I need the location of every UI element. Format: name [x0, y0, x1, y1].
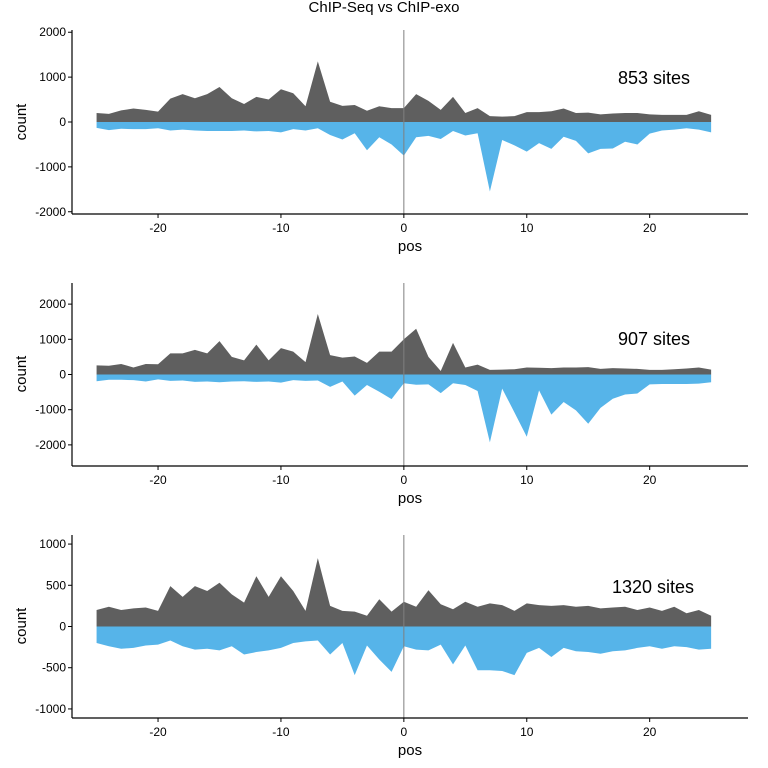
positive-area — [96, 558, 712, 627]
x-tick-label: -10 — [272, 473, 290, 487]
x-tick-label: -20 — [149, 473, 167, 487]
x-tick-label: -10 — [272, 725, 290, 739]
panel-1: -2000 -1000 0 1000 2000 -20 -10 0 10 20 pos count 85… — [13, 25, 748, 255]
y-tick-label: 500 — [46, 578, 66, 592]
y-tick-label: -1000 — [35, 403, 66, 417]
y-tick-label: -2000 — [35, 438, 66, 452]
y-axis-title: count — [13, 607, 30, 645]
y-tick-label: 1000 — [39, 537, 66, 551]
y-tick-label: 1000 — [39, 332, 66, 346]
y-axis-title: count — [13, 355, 30, 393]
y-tick-label: -2000 — [35, 205, 66, 219]
x-axis-title: pos — [398, 238, 422, 255]
x-tick-label: -20 — [149, 725, 167, 739]
y-tick-label: -1000 — [35, 160, 66, 174]
y-tick-label: 0 — [59, 620, 66, 634]
panel-2: -2000 -1000 0 1000 2000 -20 -10 0 10 20 pos count 90… — [13, 283, 748, 507]
y-tick-label: 0 — [59, 115, 66, 129]
negative-area — [96, 374, 712, 443]
y-tick-label: 2000 — [39, 297, 66, 311]
y-tick-label: -1000 — [35, 702, 66, 716]
x-tick-label: 20 — [643, 221, 657, 235]
y-tick-label: 1000 — [39, 70, 66, 84]
x-tick-label: 0 — [401, 221, 408, 235]
sites-annotation: 1320 sites — [612, 577, 694, 597]
negative-area — [96, 122, 712, 192]
sites-annotation: 853 sites — [618, 68, 690, 88]
y-axis-title: count — [13, 103, 30, 141]
x-tick-label: 20 — [643, 725, 657, 739]
figure-title: ChIP-Seq vs ChIP-exo — [309, 0, 460, 16]
x-tick-label: -10 — [272, 221, 290, 235]
positive-area — [96, 61, 712, 122]
x-axis-title: pos — [398, 490, 422, 507]
x-tick-label: -20 — [149, 221, 167, 235]
y-tick-label: 0 — [59, 368, 66, 382]
x-tick-label: 10 — [520, 473, 534, 487]
x-tick-label: 10 — [520, 221, 534, 235]
y-tick-label: 2000 — [39, 25, 66, 39]
x-tick-label: 20 — [643, 473, 657, 487]
sites-annotation: 907 sites — [618, 329, 690, 349]
x-tick-label: 0 — [401, 473, 408, 487]
x-tick-label: 10 — [520, 725, 534, 739]
y-tick-label: -500 — [42, 661, 66, 675]
x-tick-label: 0 — [401, 725, 408, 739]
negative-area — [96, 626, 712, 676]
x-axis-title: pos — [398, 742, 422, 759]
panel-3: -1000 -500 0 500 1000 -20 -10 0 10 20 pos count 1320… — [13, 535, 748, 759]
